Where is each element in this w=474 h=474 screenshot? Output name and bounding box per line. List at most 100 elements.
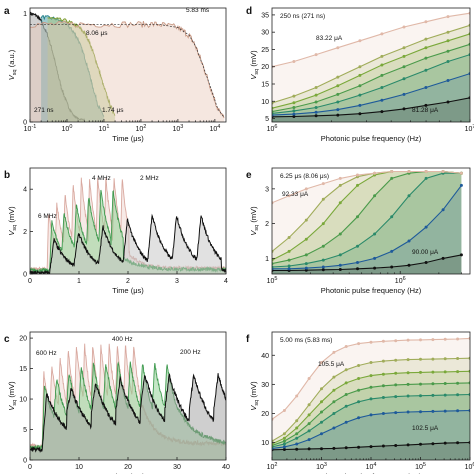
- data-point: [292, 109, 296, 113]
- data-point: [358, 73, 362, 77]
- data-point: [407, 239, 411, 243]
- data-point: [332, 400, 336, 404]
- y-label-part: (mV): [7, 381, 16, 400]
- x-tick-label: 0: [28, 278, 32, 285]
- data-point: [332, 375, 336, 379]
- plot-area: [272, 11, 470, 122]
- data-point: [336, 113, 340, 117]
- data-point: [369, 397, 373, 401]
- data-point: [321, 265, 325, 269]
- data-point: [446, 100, 450, 104]
- series-fill: [30, 21, 225, 122]
- annotation: 2 MHz: [140, 175, 159, 182]
- data-point: [459, 171, 463, 175]
- data-point: [357, 364, 361, 367]
- x-tick-label: 30: [173, 464, 181, 471]
- series-line: [30, 373, 226, 453]
- data-point: [441, 256, 445, 260]
- panel-f: 10210310410510610203040Photonic pulse fr…: [246, 331, 474, 474]
- series-line: [272, 73, 470, 116]
- tick-exponent: 4: [217, 124, 220, 130]
- x-tick-label: 106: [395, 276, 406, 285]
- series-fill: [272, 254, 462, 274]
- y-tick-label: 20: [261, 411, 269, 418]
- data-point: [431, 338, 435, 342]
- data-point: [336, 100, 340, 104]
- data-point: [307, 422, 311, 426]
- data-point: [320, 361, 323, 364]
- data-point: [344, 446, 348, 450]
- tick-exponent: 5: [423, 462, 426, 468]
- y-label-part: (mV): [249, 381, 258, 400]
- y-label-part: V: [7, 405, 16, 411]
- data-point: [304, 262, 308, 266]
- data-point: [338, 201, 342, 205]
- data-point: [459, 183, 463, 187]
- tick-exponent: -1: [31, 124, 36, 130]
- y-tick-label: 2: [23, 229, 27, 236]
- data-point: [424, 68, 428, 72]
- data-point: [304, 237, 308, 241]
- data-point: [443, 357, 447, 361]
- data-point: [406, 358, 410, 362]
- annotation: 92.33 μA: [282, 191, 309, 198]
- data-point: [424, 20, 428, 24]
- data-point: [356, 261, 359, 264]
- y-tick-label: 3: [265, 186, 269, 193]
- data-point: [431, 393, 435, 397]
- plot-frame: [271, 7, 471, 123]
- annotation: 90.00 μA: [412, 249, 439, 256]
- data-point: [304, 266, 308, 270]
- data-point: [357, 342, 361, 346]
- data-point: [321, 268, 325, 272]
- data-point: [357, 388, 361, 392]
- data-point: [373, 256, 377, 260]
- tick-exponent: 5: [274, 276, 277, 282]
- y-label-part: V: [249, 230, 258, 236]
- tick-base: 10: [267, 126, 275, 133]
- fit-line: [30, 23, 225, 118]
- data-point: [338, 253, 342, 257]
- annotation: 250 ns (271 ns): [280, 13, 325, 20]
- data-point: [373, 194, 377, 198]
- x-axis-label: Time (μs): [112, 134, 144, 143]
- y-axis-label: Vsq (mV): [7, 381, 18, 411]
- data-point: [431, 370, 435, 374]
- y-label-part: sq: [12, 400, 18, 406]
- data-point: [381, 339, 385, 343]
- data-point: [443, 370, 447, 374]
- data-point: [344, 393, 348, 396]
- data-point: [336, 84, 340, 88]
- data-point: [321, 258, 325, 262]
- annotation: 6 MHz: [38, 213, 57, 220]
- tick-base: 10: [209, 126, 217, 133]
- y-tick-label: 5: [23, 427, 27, 434]
- data-point: [332, 446, 336, 450]
- tick-exponent: 7: [472, 124, 474, 130]
- data-point: [419, 338, 422, 342]
- series-line: [272, 54, 470, 114]
- data-point: [446, 15, 450, 19]
- x-tick-label: 20: [124, 464, 132, 471]
- data-point: [373, 266, 377, 270]
- tick-exponent: 1: [106, 124, 109, 130]
- y-tick-label: 1: [265, 256, 269, 263]
- data-point: [356, 244, 359, 248]
- data-point: [406, 338, 410, 342]
- plot-area: [272, 336, 470, 460]
- data-point: [443, 409, 447, 413]
- panel-letter: e: [246, 170, 252, 181]
- data-point: [332, 388, 336, 392]
- series-fill: [41, 15, 104, 122]
- x-tick-label: 106: [465, 462, 474, 471]
- x-tick-label: 2: [126, 278, 130, 285]
- data-point: [356, 267, 359, 271]
- tick-base: 10: [172, 126, 180, 133]
- y-tick-label: 15: [261, 82, 269, 89]
- y-label-part: sq: [12, 225, 18, 231]
- series-line: [272, 24, 470, 104]
- data-point: [446, 79, 450, 82]
- x-tick-label: 0: [28, 464, 32, 471]
- data-point: [380, 110, 384, 114]
